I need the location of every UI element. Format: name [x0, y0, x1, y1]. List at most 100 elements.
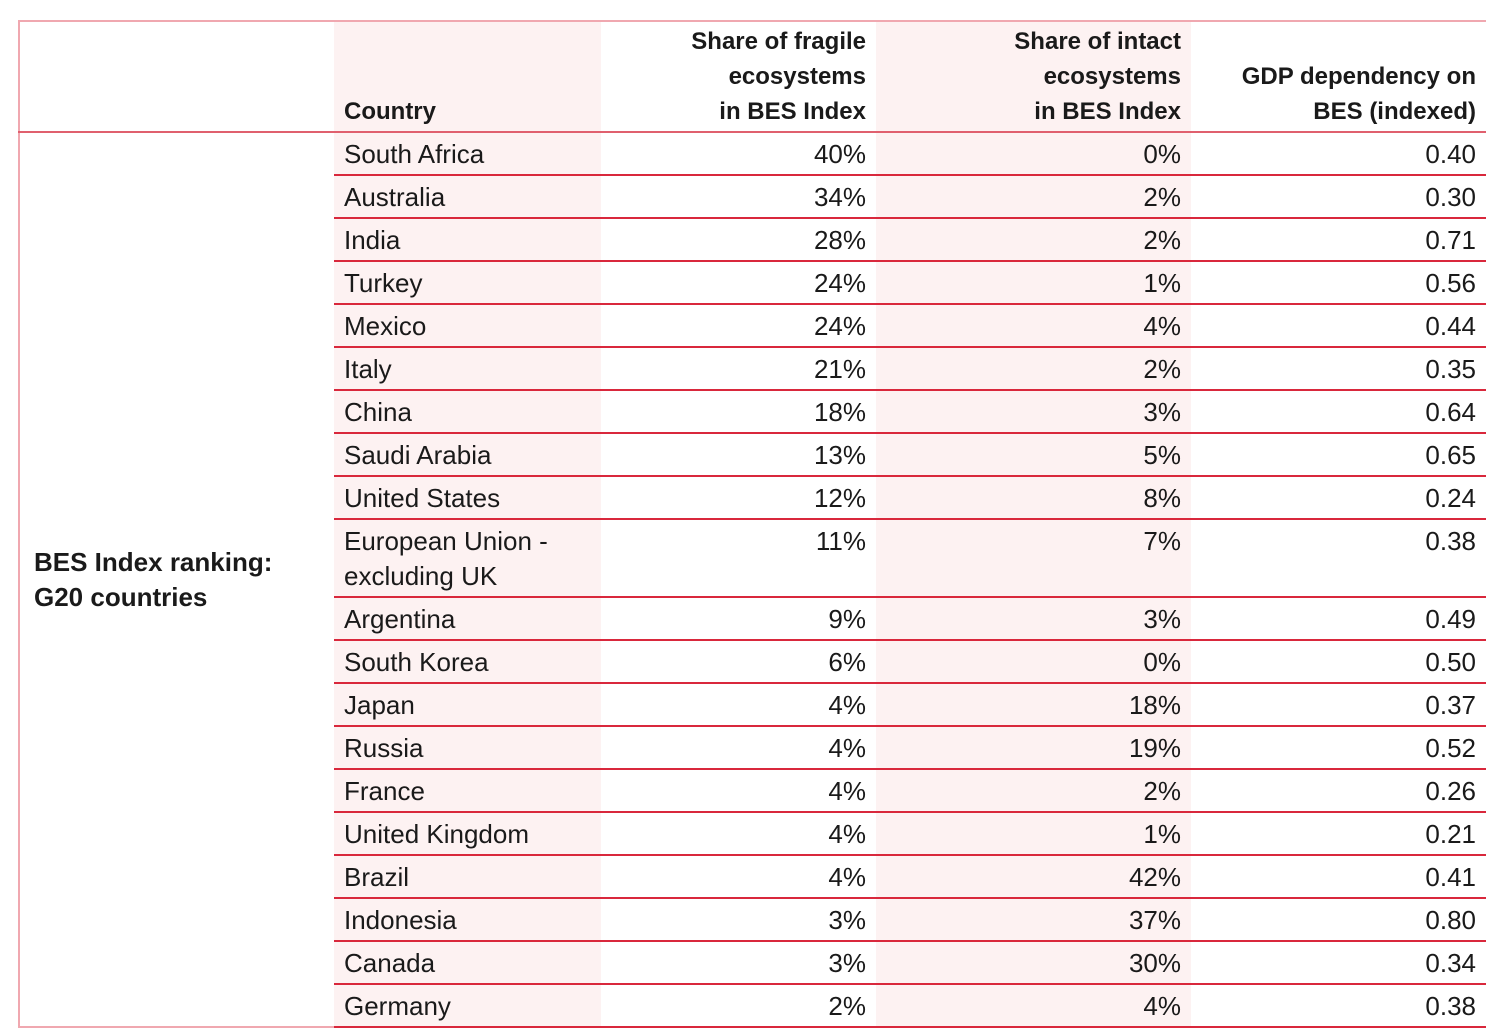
- table-row: Japan 4% 18% 0.37: [19, 683, 1486, 727]
- country-cell: China: [334, 390, 601, 434]
- country-cell: South Africa: [334, 132, 601, 176]
- bes-table: Country Share of fragile ecosystems in BES …: [18, 20, 1486, 1028]
- table-row: Indonesia 3% 37% 0.80: [19, 898, 1486, 942]
- table-header: Country Share of fragile ecosystems in BES …: [18, 20, 1486, 133]
- value-cell: 2%: [876, 769, 1191, 813]
- value-cell: 0.35: [1191, 347, 1486, 391]
- country-cell: United States: [334, 476, 601, 520]
- country-cell: Brazil: [334, 855, 601, 899]
- value-cell: 9%: [601, 597, 876, 641]
- group-label: BES Index ranking: G20 countries: [18, 132, 334, 1028]
- table-row: Germany 2% 4% 0.38: [19, 984, 1486, 1028]
- value-cell: 0.26: [1191, 769, 1486, 813]
- value-cell: 3%: [876, 390, 1191, 434]
- country-cell: Argentina: [334, 597, 601, 641]
- header-empty: [18, 20, 334, 133]
- table-body: BES Index ranking: G20 countries South Af…: [18, 132, 1486, 1028]
- column-header: Country: [334, 20, 601, 133]
- header-line: Share of fragile: [691, 28, 866, 55]
- table-row: Turkey 24% 1% 0.56: [19, 261, 1486, 305]
- country-cell: European Union - excluding UK: [334, 519, 601, 598]
- value-cell: 4%: [876, 984, 1191, 1028]
- value-cell: 0.65: [1191, 433, 1486, 477]
- country-cell: South Korea: [334, 640, 601, 684]
- value-cell: 2%: [601, 984, 876, 1028]
- value-cell: 0.56: [1191, 261, 1486, 305]
- value-cell: 0.30: [1191, 175, 1486, 219]
- value-cell: 37%: [876, 898, 1191, 942]
- value-cell: 0.80: [1191, 898, 1486, 942]
- value-cell: 24%: [601, 304, 876, 348]
- value-cell: 2%: [876, 175, 1191, 219]
- value-cell: 0.71: [1191, 218, 1486, 262]
- value-cell: 0.21: [1191, 812, 1486, 856]
- value-cell: 19%: [876, 726, 1191, 770]
- value-cell: 0.40: [1191, 132, 1486, 176]
- table-row: France 4% 2% 0.26: [19, 769, 1486, 813]
- country-cell: Italy: [334, 347, 601, 391]
- value-cell: 4%: [876, 304, 1191, 348]
- country-cell: France: [334, 769, 601, 813]
- table-row: BES Index ranking: G20 countries South Af…: [18, 132, 1486, 1028]
- table-row: United Kingdom 4% 1% 0.21: [19, 812, 1486, 856]
- table-row: Australia 34% 2% 0.30: [19, 175, 1486, 219]
- header-row: Country Share of fragile ecosystems in BES …: [18, 20, 1486, 133]
- value-cell: 21%: [601, 347, 876, 391]
- value-cell: 3%: [601, 898, 876, 942]
- value-cell: 34%: [601, 175, 876, 219]
- value-cell: 4%: [601, 769, 876, 813]
- value-cell: 2%: [876, 347, 1191, 391]
- value-cell: 0.44: [1191, 304, 1486, 348]
- country-cell: Japan: [334, 683, 601, 727]
- table-row: Canada 3% 30% 0.34: [19, 941, 1486, 985]
- value-cell: 42%: [876, 855, 1191, 899]
- value-cell: 7%: [876, 519, 1191, 598]
- value-cell: 8%: [876, 476, 1191, 520]
- value-cell: 0.64: [1191, 390, 1486, 434]
- country-cell: Indonesia: [334, 898, 601, 942]
- column-header: Share of fragile ecosystems in BES Index: [601, 20, 876, 133]
- value-cell: 40%: [601, 132, 876, 176]
- table-row: Argentina 9% 3% 0.49: [19, 597, 1486, 641]
- header-line: Share of intact: [1014, 28, 1181, 55]
- value-cell: 0%: [876, 640, 1191, 684]
- table-row: China 18% 3% 0.64: [19, 390, 1486, 434]
- value-cell: 0.49: [1191, 597, 1486, 641]
- table-row: Brazil 4% 42% 0.41: [19, 855, 1486, 899]
- value-cell: 3%: [876, 597, 1191, 641]
- value-cell: 5%: [876, 433, 1191, 477]
- value-cell: 6%: [601, 640, 876, 684]
- table-row: Mexico 24% 4% 0.44: [19, 304, 1486, 348]
- country-cell: United Kingdom: [334, 812, 601, 856]
- header-line: in BES Index: [1034, 98, 1181, 125]
- value-cell: 12%: [601, 476, 876, 520]
- column-header: GDP dependency on BES (indexed): [1191, 20, 1486, 133]
- country-cell: Mexico: [334, 304, 601, 348]
- value-cell: 2%: [876, 218, 1191, 262]
- header-line: Country: [344, 98, 436, 125]
- table-row: Italy 21% 2% 0.35: [19, 347, 1486, 391]
- value-cell: 30%: [876, 941, 1191, 985]
- value-cell: 4%: [601, 812, 876, 856]
- value-cell: 24%: [601, 261, 876, 305]
- value-cell: 3%: [601, 941, 876, 985]
- table-row: Russia 4% 19% 0.52: [19, 726, 1486, 770]
- country-cell: Australia: [334, 175, 601, 219]
- value-cell: 1%: [876, 261, 1191, 305]
- value-cell: 11%: [601, 519, 876, 598]
- value-cell: 13%: [601, 433, 876, 477]
- value-cell: 0.37: [1191, 683, 1486, 727]
- country-cell: Russia: [334, 726, 601, 770]
- table-row: South Korea 6% 0% 0.50: [19, 640, 1486, 684]
- header-line: in BES Index: [719, 98, 866, 125]
- value-cell: 0%: [876, 132, 1191, 176]
- header-line: BES (indexed): [1313, 98, 1476, 125]
- table-row: United States 12% 8% 0.24: [19, 476, 1486, 520]
- value-cell: 0.24: [1191, 476, 1486, 520]
- country-cell: Germany: [334, 984, 601, 1028]
- table-row: India 28% 2% 0.71: [19, 218, 1486, 262]
- country-cell: Saudi Arabia: [334, 433, 601, 477]
- header-line: ecosystems: [728, 63, 866, 90]
- country-cell: India: [334, 218, 601, 262]
- value-cell: 4%: [601, 855, 876, 899]
